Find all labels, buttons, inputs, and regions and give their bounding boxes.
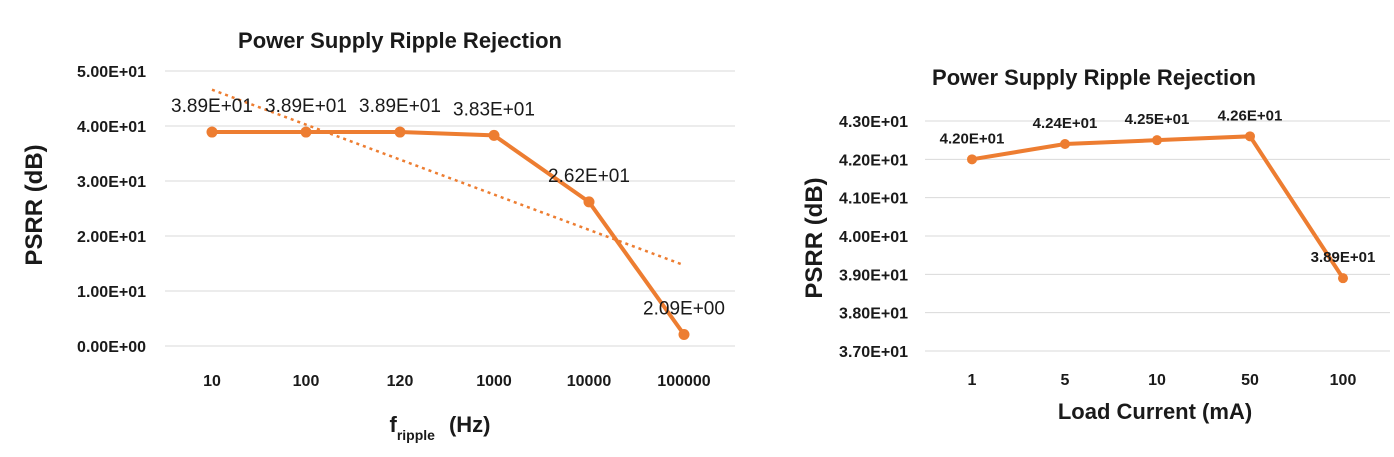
chart2-x-axis-label: Load Current (mA) [1058, 399, 1252, 424]
chart1-data-point [300, 126, 312, 138]
chart1-series-line [212, 130, 686, 336]
chart1-x-ticks: 10 100 120 1000 10000 100000 [203, 373, 711, 390]
chart1-y-tick-label: 5.00E+01 [77, 64, 146, 81]
chart2-y-tick-label: 3.90E+01 [839, 267, 908, 284]
chart1-data-point [394, 126, 406, 138]
chart1-data-label: 3.89E+01 [171, 96, 253, 117]
chart2-title: Power Supply Ripple Rejection [932, 65, 1256, 90]
chart1-data-point [678, 329, 690, 341]
chart2-y-tick-label: 4.10E+01 [839, 191, 908, 208]
chart2-data-label: 4.25E+01 [1125, 111, 1190, 128]
chart2-data-label: 4.24E+01 [1033, 115, 1098, 132]
chart1-data-label: 3.89E+01 [359, 96, 441, 117]
chart1-data-point [206, 126, 218, 138]
chart1-x-tick-label: 10000 [567, 373, 612, 390]
chart2-data-point [967, 154, 977, 165]
chart2-data-point [1338, 273, 1348, 284]
chart2-data-point [1245, 131, 1255, 142]
chart1-data-point [583, 196, 595, 208]
chart-load-current-psrr: Power Supply Ripple Rejection 3.70E+013.… [801, 65, 1390, 424]
chart2-gridlines [925, 120, 1390, 352]
chart1-points [206, 126, 690, 341]
chart1-x-tick-label: 100 [293, 373, 320, 390]
chart1-gridlines [165, 70, 735, 347]
chart1-y-tick-label: 3.00E+01 [77, 174, 146, 191]
chart2-data-point [1152, 135, 1162, 146]
chart2-points [967, 131, 1348, 284]
chart2-data-labels: 4.20E+01 4.24E+01 4.25E+01 4.26E+01 3.89E+01 [940, 107, 1376, 266]
chart2-y-tick-label: 3.80E+01 [839, 306, 908, 323]
chart1-x-axis-label-unit: (Hz) [449, 412, 491, 437]
chart2-y-ticks: 3.70E+01 3.80E+01 3.90E+01 4.00E+01 4.10E+01… [839, 114, 908, 361]
chart2-x-tick-label: 5 [1061, 372, 1070, 389]
chart-frequency-psrr: Power Supply Ripple Rejection 0.00E+00 1.… [21, 28, 735, 443]
chart2-y-tick-label: 3.70E+01 [839, 344, 908, 361]
chart1-data-labels: 3.89E+01 3.89E+01 3.89E+01 3.83E+01 2.62E+01… [171, 96, 725, 319]
chart2-data-point [1060, 139, 1070, 149]
chart2-y-tick-label: 4.20E+01 [839, 152, 908, 169]
chart2-x-ticks: 1 5 10 50 100 [968, 372, 1357, 389]
chart1-y-tick-label: 1.00E+01 [77, 284, 146, 301]
chart1-title: Power Supply Ripple Rejection [238, 28, 562, 53]
chart1-y-tick-label: 0.00E+00 [77, 339, 146, 356]
chart2-data-label: 3.89E+01 [1311, 249, 1376, 266]
chart1-x-axis-label: fripple (Hz) [390, 412, 491, 443]
chart2-x-tick-label: 100 [1330, 372, 1357, 389]
chart2-x-tick-label: 50 [1241, 372, 1259, 389]
chart1-data-label: 2.62E+01 [548, 166, 630, 187]
chart1-y-tick-label: 2.00E+01 [77, 229, 146, 246]
chart1-x-tick-label: 1000 [476, 373, 512, 390]
chart2-y-tick-label: 4.30E+01 [839, 114, 908, 131]
chart1-data-label: 3.89E+01 [265, 96, 347, 117]
chart2-y-tick-label: 4.00E+01 [839, 229, 908, 246]
chart1-x-axis-label-sub: ripple [397, 427, 435, 443]
chart1-y-axis-label: PSRR (dB) [21, 144, 48, 265]
chart1-data-label: 2.09E+00 [643, 299, 725, 320]
chart2-data-label: 4.26E+01 [1218, 107, 1283, 124]
chart1-data-label: 3.83E+01 [453, 99, 535, 120]
chart1-x-tick-label: 120 [387, 373, 414, 390]
chart2-data-label: 4.20E+01 [940, 130, 1005, 147]
chart2-y-axis-label: PSRR (dB) [801, 177, 828, 298]
chart1-x-tick-label: 10 [203, 373, 221, 390]
chart2-series-line [971, 134, 1345, 280]
chart1-x-axis-label-main: f [390, 412, 398, 437]
chart1-x-tick-label: 100000 [657, 373, 710, 390]
chart1-y-tick-label: 4.00E+01 [77, 119, 146, 136]
chart1-y-ticks: 0.00E+00 1.00E+01 2.00E+01 3.00E+01 4.00E+01… [77, 64, 146, 356]
chart1-data-point [488, 129, 500, 141]
chart2-x-tick-label: 1 [968, 372, 977, 389]
chart2-x-tick-label: 10 [1148, 372, 1166, 389]
